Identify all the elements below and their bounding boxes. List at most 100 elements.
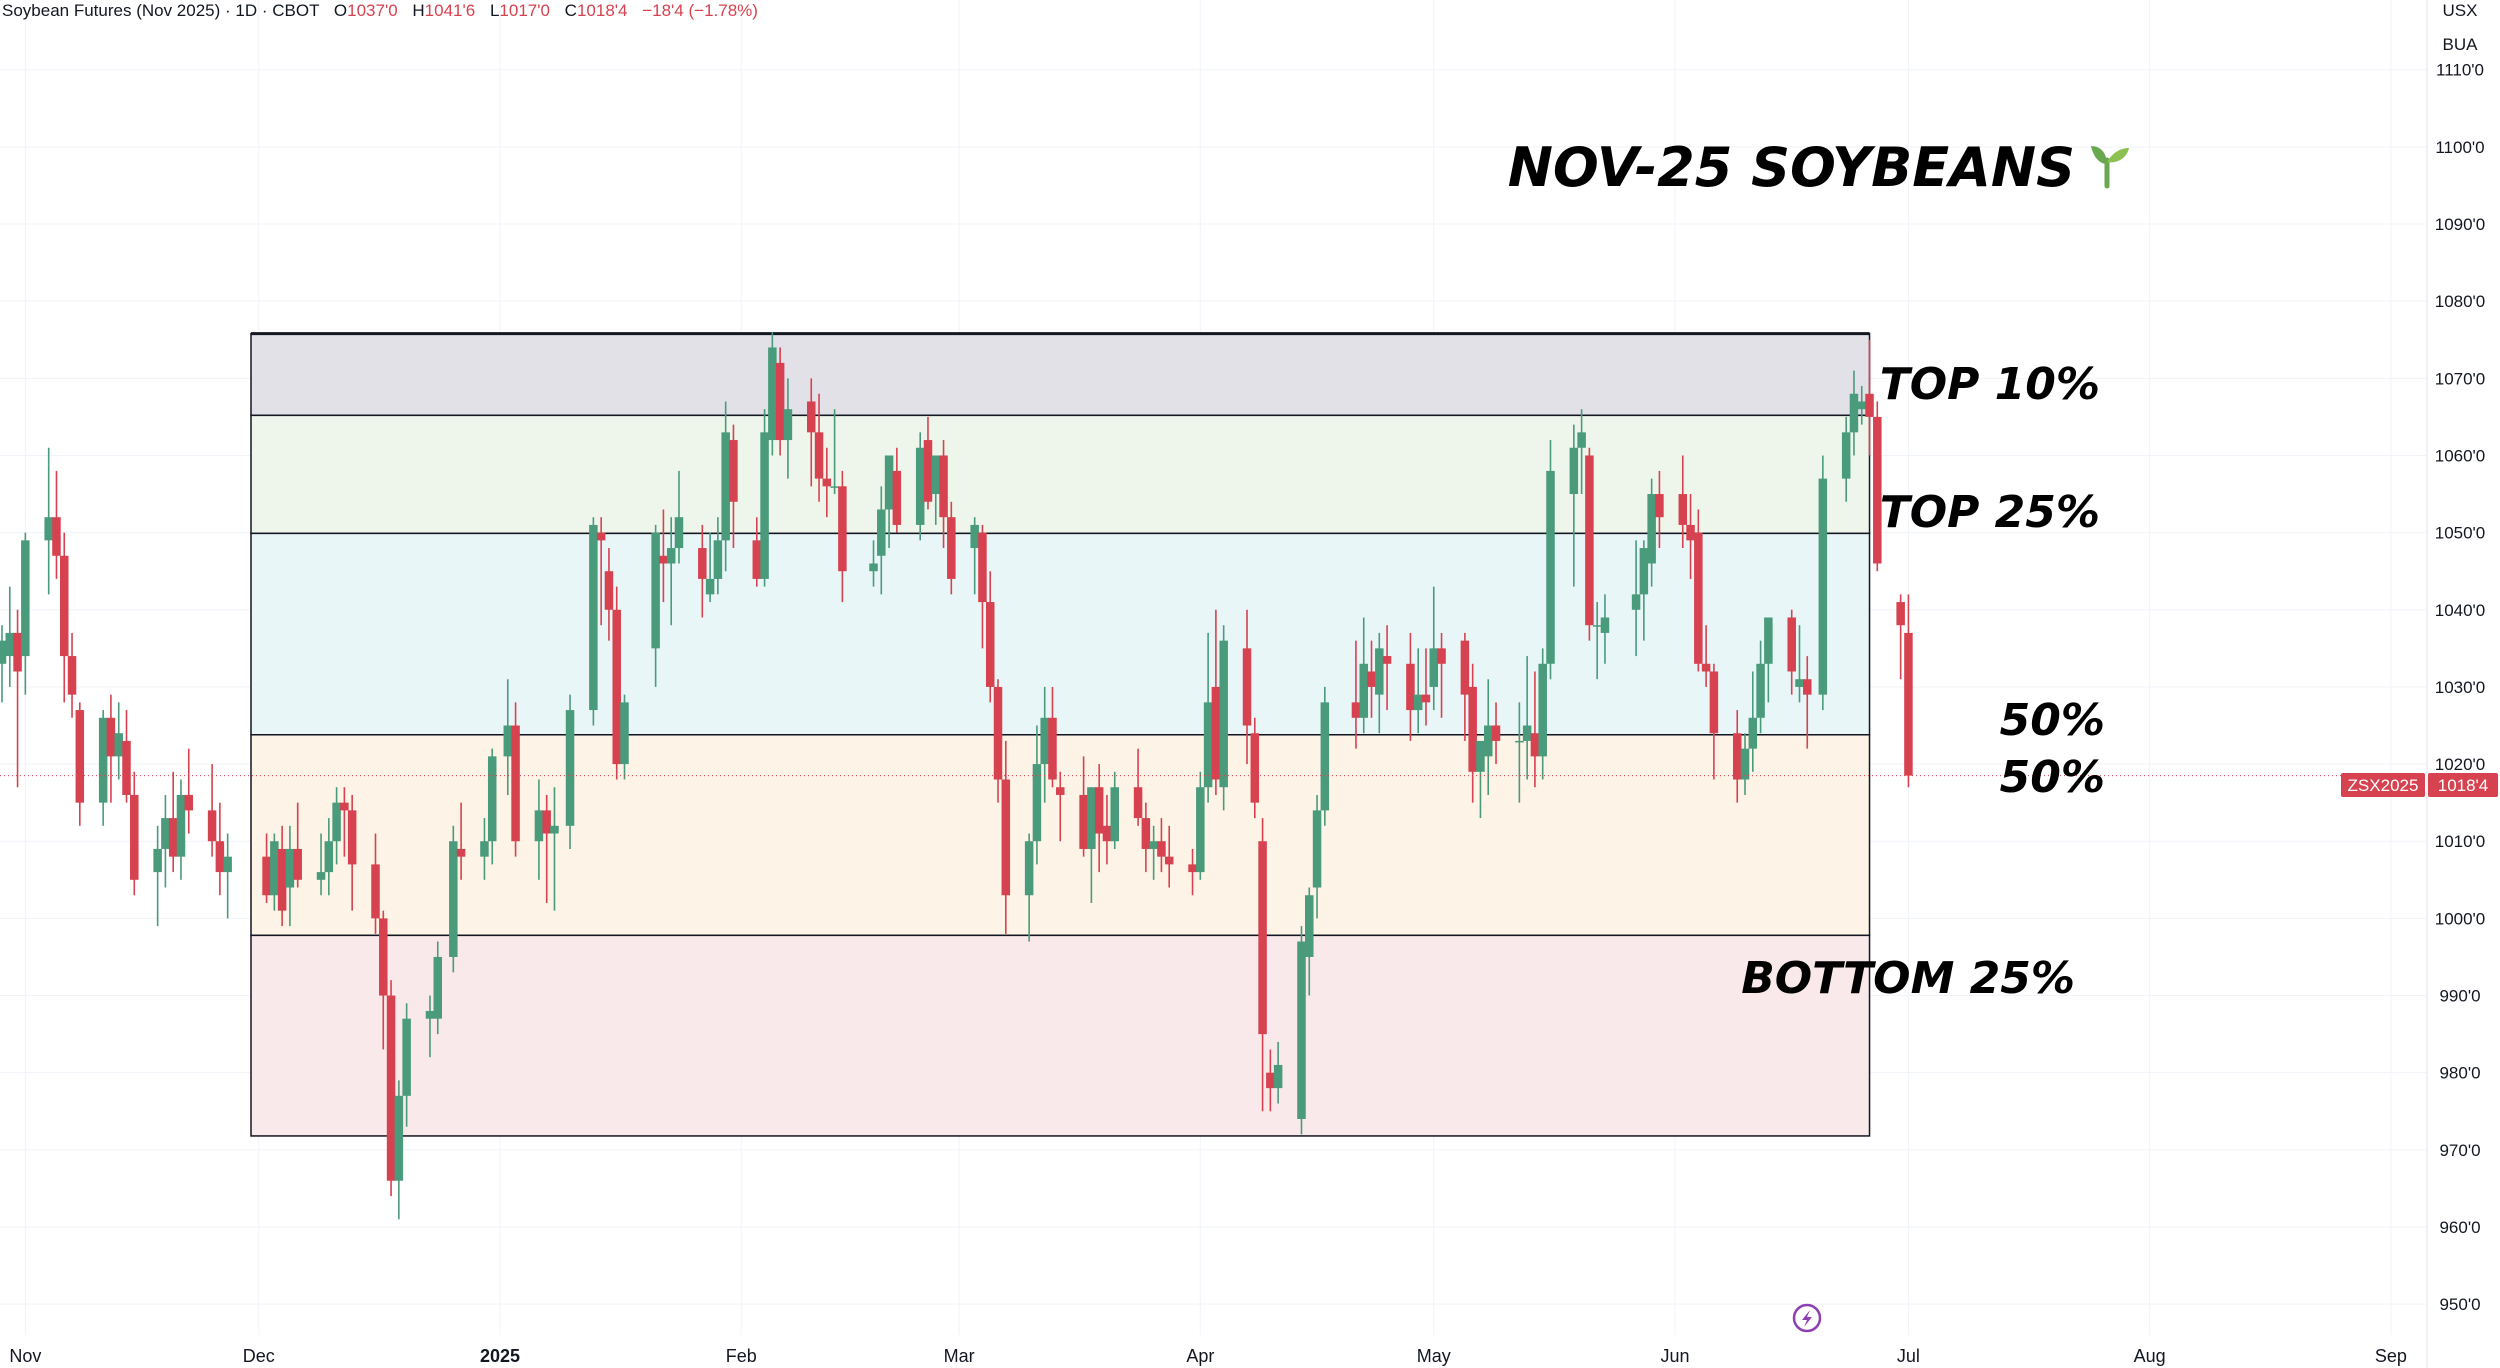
candle-body-down (729, 440, 738, 502)
candle-body-up (402, 1018, 411, 1096)
candle-body-down (1133, 787, 1143, 819)
candle-body-down (978, 532, 987, 603)
candle-body-up (1841, 432, 1851, 479)
candle-body-up (0, 640, 7, 664)
candle-body-down (1382, 656, 1392, 664)
open-value: 1037'0 (347, 1, 398, 20)
y-tick-label: 1070'0 (2435, 369, 2486, 388)
x-tick-label: Apr (1186, 1346, 1214, 1366)
candle-body-down (379, 918, 388, 996)
candle-body-up (1857, 401, 1866, 410)
candle-body-down (1242, 648, 1252, 726)
candle-body-down (1421, 694, 1431, 703)
alert-badge-icon[interactable] (1792, 1303, 1822, 1333)
zone-label-top10: TOP 10% (1880, 359, 2100, 410)
candle-body-up (1818, 478, 1828, 695)
candle-body-up (1203, 702, 1213, 788)
candle-body-down (807, 401, 816, 433)
candle-body-down (1164, 856, 1174, 865)
candles (0, 332, 1913, 1220)
candle-body-down (1258, 841, 1267, 1035)
candle-body-down (371, 864, 380, 919)
candle-body-down (1530, 733, 1540, 757)
y-tick-label: 1030'0 (2435, 678, 2486, 697)
candle-body-up (316, 872, 326, 880)
candle-body-up (1600, 617, 1610, 633)
candle-body-down (775, 362, 785, 441)
candle-body-down (604, 571, 614, 610)
candle-body-down (1048, 717, 1057, 780)
candle-body-down (106, 717, 116, 757)
candle-body-up (1849, 393, 1859, 433)
candle-body-up (332, 802, 341, 842)
candle-body-up (1219, 640, 1228, 788)
candle-body-up (1756, 663, 1765, 718)
candle-body-down (612, 609, 621, 765)
y-tick-label: 950'0 (2439, 1295, 2480, 1314)
candle-body-up (1569, 447, 1579, 495)
y-tick-label: 970'0 (2439, 1141, 2480, 1160)
x-tick-label: Feb (726, 1346, 757, 1366)
currency-label[interactable]: USX (2443, 1, 2478, 20)
candle-body-down (947, 517, 956, 579)
candle-body-up (1375, 648, 1384, 695)
candle-body-up (1522, 725, 1532, 741)
candle-body-up (270, 841, 279, 896)
candle-body-up (1577, 432, 1586, 448)
candle-body-down (130, 794, 139, 880)
candle-body-down (1701, 663, 1711, 672)
candle-body-up (830, 486, 839, 488)
candle-body-up (1740, 748, 1750, 780)
candle-body-up (21, 540, 30, 657)
high-value: 1041'6 (425, 1, 476, 20)
candle-body-up (713, 540, 723, 579)
candle-body-down (1678, 494, 1688, 525)
x-tick-label: Jul (1897, 1346, 1920, 1366)
candle-body-down (542, 810, 551, 834)
candle-body-up (1110, 787, 1119, 842)
candle-body-down (1694, 532, 1703, 664)
candle-body-up (869, 563, 878, 572)
candle-body-down (122, 740, 131, 795)
candle-body-up (1546, 470, 1555, 664)
candle-body-down (698, 548, 707, 579)
y-tick-label: 1040'0 (2435, 601, 2486, 620)
candle-body-up (1312, 810, 1322, 888)
open-label: O (334, 1, 347, 20)
candle-body-down (277, 848, 287, 911)
y-tick-label: 1060'0 (2435, 446, 2486, 465)
candle-body-down (347, 810, 357, 865)
candle-body-up (783, 409, 793, 441)
candle-body-down (1211, 686, 1221, 780)
candle-body-up (114, 733, 123, 757)
x-tick-label: 2025 (480, 1346, 520, 1366)
high-label: H (412, 1, 424, 20)
candle-body-up (705, 578, 715, 595)
candle-body-up (1273, 1064, 1283, 1089)
candle-body-up (620, 702, 629, 765)
candle-body-down (67, 656, 77, 695)
candle-body-down (993, 686, 1003, 780)
candle-body-up (666, 548, 676, 564)
candle-body-up (503, 725, 513, 757)
chart-title: NOV-25 SOYBEANS (1508, 136, 2075, 199)
candle-body-down (456, 848, 466, 857)
zone-band (250, 332, 1871, 417)
candle-body-up (449, 841, 458, 957)
candle-body-down (596, 532, 606, 541)
candle-body-up (1429, 648, 1439, 687)
candle-body-down (1157, 841, 1166, 857)
candle-body-up (223, 856, 232, 873)
y-tick-label: 1090'0 (2435, 215, 2486, 234)
y-tick-label: 990'0 (2439, 987, 2480, 1006)
candle-body-up (1087, 787, 1096, 849)
candle-body-up (1538, 663, 1547, 757)
price-axis-bg[interactable] (2427, 0, 2500, 1368)
candle-body-up (721, 432, 730, 541)
candle-body-down (1102, 825, 1112, 842)
price-tag: ZSX2025 1018'4 (2341, 773, 2498, 797)
candle-body-up (161, 818, 170, 849)
zone-label-bottom25: BOTTOM 25% (1741, 953, 2075, 1004)
candle-body-up (98, 717, 108, 803)
candle-body-up (589, 524, 598, 711)
